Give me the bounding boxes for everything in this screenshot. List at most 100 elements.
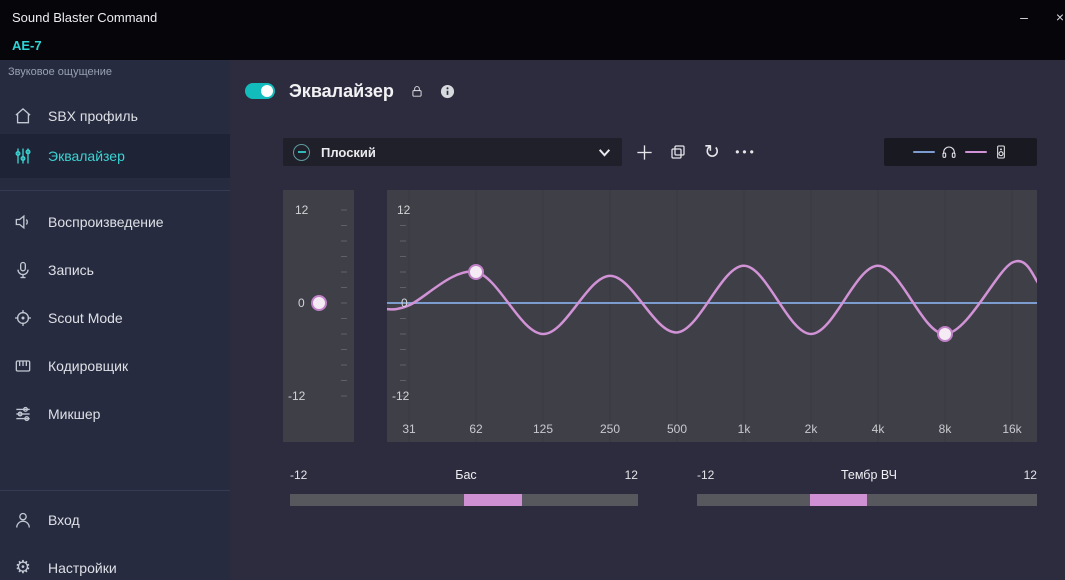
preset-dropdown[interactable]: Плоский — [283, 138, 622, 166]
eq-graph-panel: 12 0 -12 31 62 125 250 500 1k 2k 4k 8k 1… — [384, 190, 1041, 442]
ellipsis-icon: ••• — [735, 145, 757, 159]
headphones-line-swatch — [912, 151, 935, 153]
treble-slider-labels: -12 Тембр ВЧ 12 — [697, 468, 1037, 484]
window-controls: – × — [1013, 7, 1065, 27]
sidebar-item-label: Воспроизведение — [48, 214, 164, 230]
sidebar-item-label: Запись — [48, 262, 94, 278]
toggle-knob — [261, 85, 273, 97]
refresh-icon: ↻ — [704, 140, 720, 163]
page-title: Эквалайзер — [289, 80, 394, 101]
equalizer-header: Эквалайзер — [245, 78, 455, 104]
speaker-icon — [15, 214, 28, 230]
preset-toolbar: ↻ ••• — [630, 138, 760, 166]
sidebar-divider — [0, 490, 230, 491]
treble-slider-group: -12 Тембр ВЧ 12 — [697, 468, 1037, 506]
freq-label: 500 — [666, 422, 688, 436]
encoder-chip-icon — [15, 360, 31, 372]
sidebar-item-label: Эквалайзер — [48, 148, 125, 164]
sidebar-item-sbx-profile[interactable]: SBX профиль — [0, 94, 230, 138]
equalizer-toggle[interactable] — [245, 83, 275, 99]
person-icon — [16, 512, 30, 528]
preset-selected-value: Плоский — [321, 144, 376, 160]
treble-min-label: -12 — [697, 468, 715, 482]
eq-band-handle-8k[interactable] — [937, 326, 953, 342]
more-options-button[interactable]: ••• — [732, 138, 760, 166]
headphones-icon — [941, 146, 956, 158]
sidebar-divider — [0, 190, 230, 191]
microphone-icon — [17, 261, 29, 279]
home-icon — [15, 108, 31, 124]
duplicate-preset-button[interactable] — [664, 138, 692, 166]
master-gain-handle[interactable] — [311, 295, 327, 311]
copy-icon — [671, 145, 685, 159]
freq-label: 16k — [1002, 422, 1022, 436]
sidebar-item-login[interactable]: Вход — [0, 498, 230, 542]
device-tab[interactable]: AE-7 — [12, 38, 42, 53]
sidebar-item-label: Кодировщик — [48, 358, 129, 374]
headphones-legend[interactable] — [912, 144, 957, 160]
sidebar-item-label: Вход — [48, 512, 80, 528]
bass-slider-track[interactable] — [290, 494, 638, 506]
sidebar-item-recording[interactable]: Запись — [0, 248, 230, 292]
speaker-output-legend[interactable] — [964, 144, 1009, 160]
treble-slider-handle[interactable] — [810, 494, 867, 506]
close-button[interactable]: × — [1049, 7, 1065, 27]
treble-label: Тембр ВЧ — [840, 468, 897, 482]
y-axis-label: 12 — [397, 203, 411, 217]
info-icon[interactable] — [440, 84, 455, 99]
chevron-down-icon — [598, 148, 611, 157]
eq-graph-svg — [384, 190, 1041, 442]
freq-label: 4k — [871, 422, 885, 436]
crosshair-icon — [15, 310, 31, 326]
sidebar-item-playback[interactable]: Воспроизведение — [0, 200, 230, 244]
master-axis-label: 12 — [295, 203, 309, 217]
master-axis-label: -12 — [288, 389, 306, 403]
output-legend — [884, 138, 1037, 166]
master-gain-panel: 12 0 -12 — [283, 190, 354, 442]
freq-label: 1k — [737, 422, 751, 436]
bass-max-label: 12 — [624, 468, 638, 482]
freq-label: 8k — [938, 422, 952, 436]
sidebar-item-label: Scout Mode — [48, 310, 123, 326]
bass-slider-labels: -12 Бас 12 — [290, 468, 638, 484]
freq-label: 125 — [532, 422, 554, 436]
master-axis-label: 0 — [298, 296, 305, 310]
sidebar: Звуковое ощущение SBX профиль Эквалайзер… — [0, 60, 230, 580]
freq-label: 31 — [402, 422, 416, 436]
bass-slider-handle[interactable] — [464, 494, 522, 506]
sidebar-item-mixer[interactable]: Микшер — [0, 392, 230, 436]
eq-curve — [384, 259, 1041, 336]
equalizer-icon — [15, 148, 31, 164]
sidebar-section-label: Звуковое ощущение — [8, 66, 112, 78]
plus-icon — [636, 144, 652, 160]
app-title: Sound Blaster Command — [12, 10, 158, 25]
speaker-line-swatch — [964, 151, 987, 153]
minimize-button[interactable]: – — [1013, 7, 1035, 27]
bass-label: Бас — [455, 468, 477, 482]
bass-slider-group: -12 Бас 12 — [290, 468, 638, 506]
sidebar-item-settings[interactable]: ⚙ Настройки — [0, 546, 230, 580]
eq-band-handle-62[interactable] — [468, 264, 484, 280]
freq-label: 250 — [599, 422, 621, 436]
bass-min-label: -12 — [290, 468, 308, 482]
treble-slider-track[interactable] — [697, 494, 1037, 506]
sidebar-item-scout-mode[interactable]: Scout Mode — [0, 296, 230, 340]
lock-icon[interactable] — [410, 84, 424, 99]
add-preset-button[interactable] — [630, 138, 658, 166]
gear-icon: ⚙ — [14, 557, 32, 578]
sidebar-item-encoder[interactable]: Кодировщик — [0, 344, 230, 388]
freq-label: 62 — [469, 422, 483, 436]
sidebar-item-label: Настройки — [48, 560, 117, 576]
sidebar-item-label: SBX профиль — [48, 108, 138, 124]
master-gain-svg — [311, 209, 347, 397]
y-axis-label: 0 — [401, 296, 408, 310]
sidebar-item-equalizer[interactable]: Эквалайзер — [0, 134, 230, 178]
reset-preset-button[interactable]: ↻ — [698, 138, 726, 166]
mixer-icon — [16, 406, 30, 422]
speaker-cabinet-icon — [996, 145, 1005, 159]
flat-preset-icon — [293, 143, 310, 161]
titlebar: Sound Blaster Command AE-7 – × — [0, 0, 1065, 60]
treble-max-label: 12 — [1023, 468, 1037, 482]
sidebar-item-label: Микшер — [48, 406, 101, 422]
